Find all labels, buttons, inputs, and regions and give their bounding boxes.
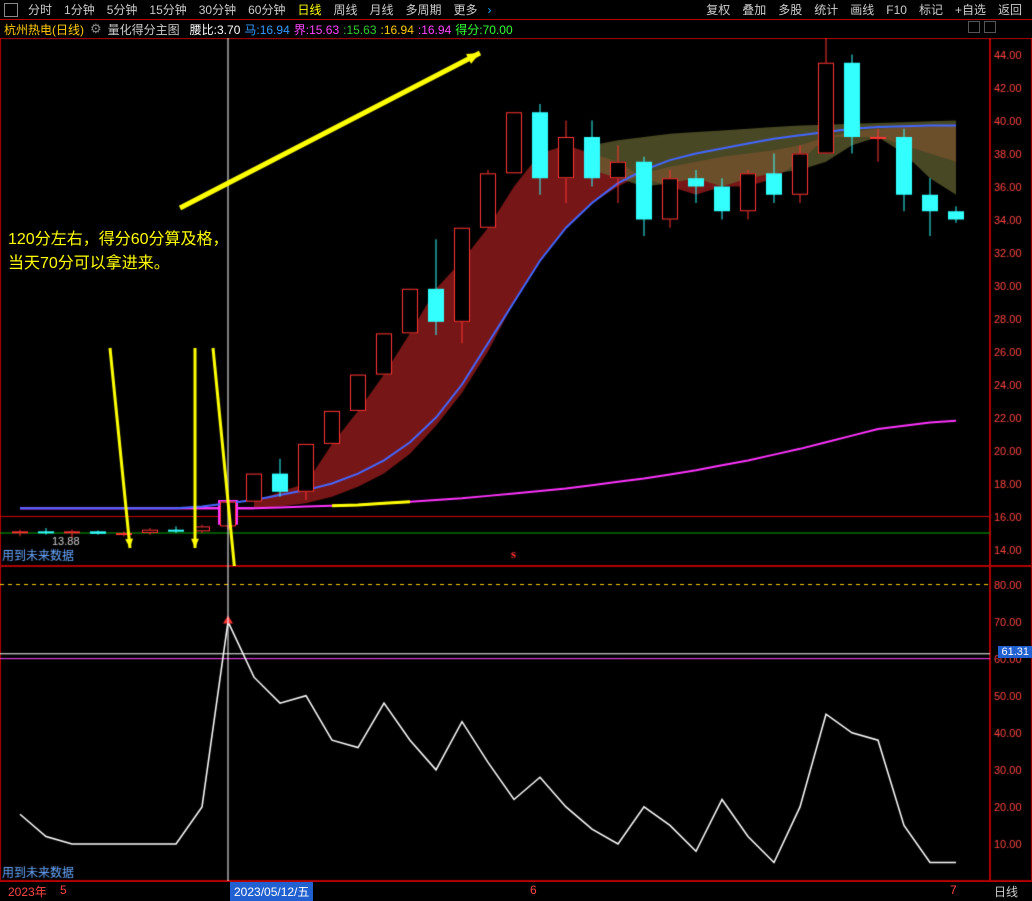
gear-icon[interactable]: ⚙ [90,21,102,37]
tab-多周期[interactable]: 多周期 [400,1,448,18]
main-chart-area[interactable]: 120分左右，得分60分算及格， 当天70分可以拿进来。 [0,38,1032,566]
toolbar-叠加[interactable]: 叠加 [736,1,772,18]
corner-icon-1[interactable] [968,21,980,33]
toolbar-+自选[interactable]: +自选 [949,1,992,18]
toolbar-F10[interactable]: F10 [880,3,913,17]
cursor-date-box: 2023/05/12/五 [230,882,313,901]
stock-name: 杭州热电(日线) [4,21,84,38]
sub-chart-area[interactable]: 61.31 [0,566,1032,881]
timeline-axis: 2023/05/12/五 2023年 5 6 7 日线 [0,881,1032,899]
toolbar-标记[interactable]: 标记 [913,1,949,18]
toolbar-统计[interactable]: 统计 [808,1,844,18]
main-indicator-name: 量化得分主图 [108,21,180,38]
timeline-label: 7 [950,883,957,897]
toolbar-复权[interactable]: 复权 [700,1,736,18]
timeline-label: 日线 [994,883,1018,900]
tab-日线[interactable]: 日线 [291,1,327,18]
tab-60分钟[interactable]: 60分钟 [242,1,291,18]
top-toolbar: 分时1分钟5分钟15分钟30分钟60分钟日线周线月线多周期更多 › 复权叠加多股… [0,0,1032,20]
tab-分时[interactable]: 分时 [22,1,58,18]
main-indicator-values: 腰比:3.70马:16.94界:15.63:15.63:16.94:16.94得… [186,21,513,38]
tab-30分钟[interactable]: 30分钟 [193,1,242,18]
tab-更多[interactable]: 更多 [448,1,484,18]
toolbar-多股[interactable]: 多股 [772,1,808,18]
timeline-label: 6 [530,883,537,897]
timeline-label: 2023年 [8,883,47,900]
toolbar-right: 复权叠加多股统计画线F10标记+自选返回 [700,1,1028,18]
cursor-value-tag: 61.31 [998,646,1032,658]
toolbar-画线[interactable]: 画线 [844,1,880,18]
main-info-bar: 杭州热电(日线) ⚙ 量化得分主图 腰比:3.70马:16.94界:15.63:… [0,20,1032,38]
tab-1分钟[interactable]: 1分钟 [58,1,101,18]
toolbar-返回[interactable]: 返回 [992,1,1028,18]
chart-corner-icons [968,21,996,33]
menu-icon[interactable] [4,3,18,17]
timeline-label: 5 [60,883,67,897]
tab-15分钟[interactable]: 15分钟 [143,1,192,18]
timeframe-tabs: 分时1分钟5分钟15分钟30分钟60分钟日线周线月线多周期更多 [22,1,484,18]
corner-icon-2[interactable] [984,21,996,33]
tab-月线[interactable]: 月线 [364,1,400,18]
more-arrow-icon[interactable]: › [484,3,496,17]
tab-5分钟[interactable]: 5分钟 [101,1,144,18]
tab-周线[interactable]: 周线 [327,1,363,18]
